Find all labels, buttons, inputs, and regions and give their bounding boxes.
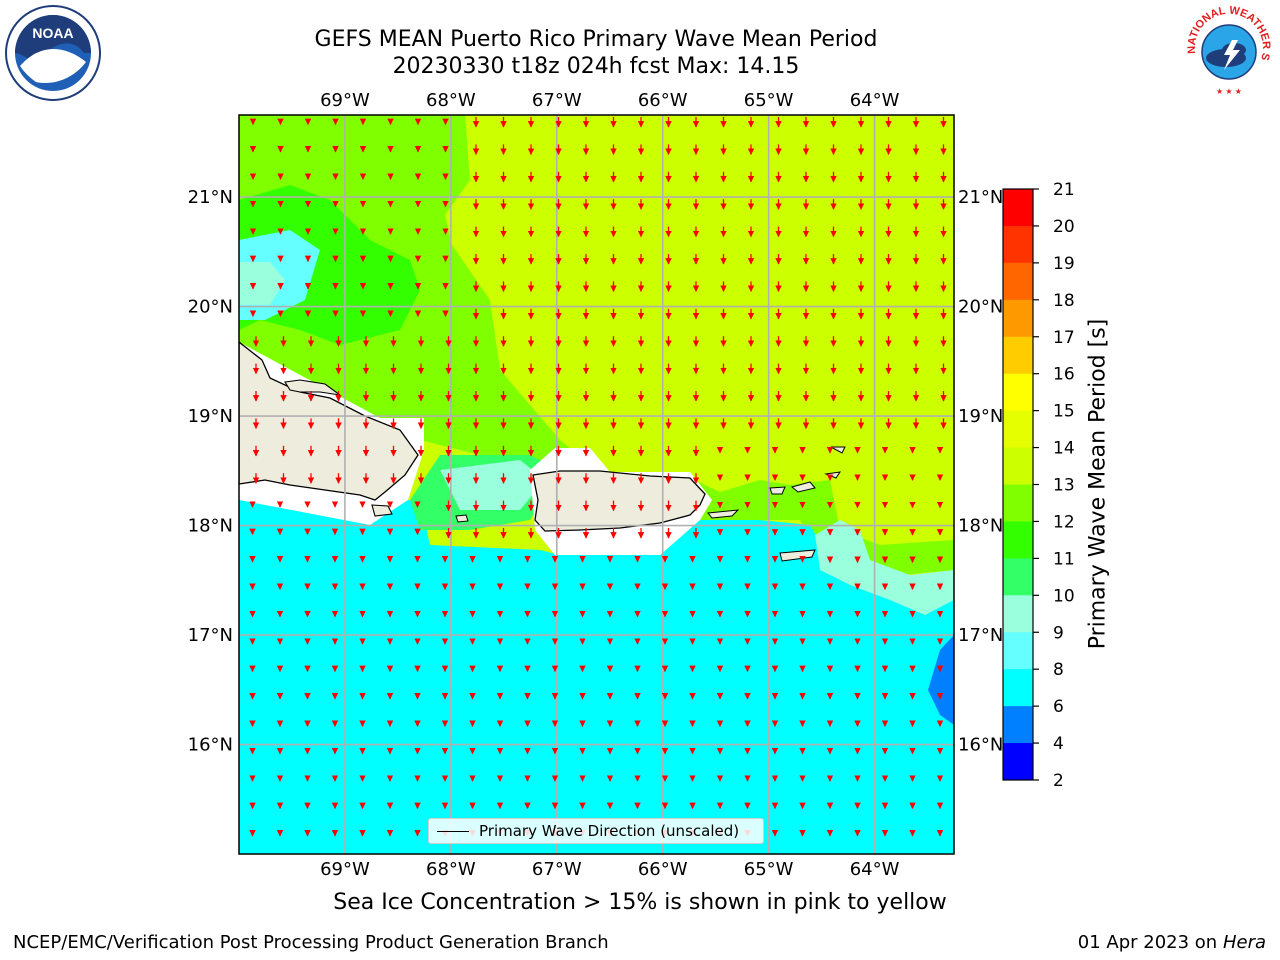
colorbar-swatch bbox=[1003, 225, 1033, 264]
lat-label-right: 20°N bbox=[958, 297, 1003, 318]
colorbar-tick-label: 20 bbox=[1053, 217, 1075, 237]
period-field-5 bbox=[928, 635, 954, 725]
lat-label-left: 16°N bbox=[188, 735, 233, 756]
footer-credit: NCEP/EMC/Verification Post Processing Pr… bbox=[13, 932, 609, 953]
lat-label-right: 19°N bbox=[958, 406, 1003, 427]
footer-date-text: 01 Apr 2023 on bbox=[1077, 932, 1223, 953]
colorbar-tick-label: 13 bbox=[1053, 476, 1075, 496]
period-field-9-nw bbox=[239, 262, 285, 305]
colorbar-swatch bbox=[1003, 447, 1033, 485]
colorbar-tick-label: 12 bbox=[1053, 512, 1075, 532]
tortuga-island bbox=[284, 379, 341, 396]
longitude-labels-bottom: 69°W 68°W 67°W 66°W 65°W 64°W bbox=[320, 859, 900, 880]
svg-text:NOAA: NOAA bbox=[32, 25, 73, 41]
lat-label-right: 16°N bbox=[958, 735, 1003, 756]
lon-label-top: 65°W bbox=[744, 90, 794, 111]
lat-label-right: 21°N bbox=[958, 187, 1003, 208]
st-croix-island bbox=[779, 549, 816, 562]
colorbar-swatch bbox=[1003, 669, 1033, 707]
anegada-island bbox=[830, 446, 846, 454]
colorbar-swatch bbox=[1003, 336, 1033, 375]
lon-label-bottom: 69°W bbox=[320, 859, 370, 880]
colorbar-tick-label: 2 bbox=[1053, 771, 1064, 791]
chart-title: GEFS MEAN Puerto Rico Primary Wave Mean … bbox=[314, 27, 878, 52]
colorbar-swatch bbox=[1003, 743, 1033, 781]
lon-label-bottom: 65°W bbox=[744, 859, 794, 880]
lon-label-top: 66°W bbox=[638, 90, 688, 111]
lat-label-left: 21°N bbox=[188, 187, 233, 208]
chart-subtitle: 20230330 t18z 024h fcst Max: 14.15 bbox=[392, 54, 800, 79]
lon-label-bottom: 64°W bbox=[850, 859, 900, 880]
map-frame bbox=[238, 114, 955, 855]
colorbar-swatch bbox=[1003, 262, 1033, 301]
colorbar-tick-label: 14 bbox=[1053, 439, 1075, 459]
legend-line-icon bbox=[437, 830, 469, 832]
longitude-labels-top: 69°W 68°W 67°W 66°W 65°W 64°W bbox=[320, 90, 900, 111]
lat-label-left: 19°N bbox=[188, 406, 233, 427]
colorbar-tick-label: 4 bbox=[1053, 734, 1064, 754]
tortola-island bbox=[790, 481, 816, 493]
colorbar-swatch bbox=[1003, 410, 1033, 449]
st-thomas-island bbox=[769, 486, 786, 495]
colorbar-swatch bbox=[1003, 373, 1033, 412]
footer-date: 01 Apr 2023 on Hera bbox=[1078, 932, 1266, 953]
colorbar-tick-label: 21 bbox=[1053, 180, 1075, 200]
footer-host: Hera bbox=[1222, 932, 1266, 953]
latitude-labels-right: 21°N 20°N 19°N 18°N 17°N 16°N bbox=[958, 187, 1003, 755]
lat-label-left: 20°N bbox=[188, 297, 233, 318]
lon-label-bottom: 66°W bbox=[638, 859, 688, 880]
colorbar-tick-label: 17 bbox=[1053, 328, 1075, 348]
period-field-10 bbox=[440, 460, 545, 510]
colorbar-swatch bbox=[1003, 521, 1033, 559]
noaa-logo-icon: NOAA bbox=[5, 5, 101, 101]
lon-label-bottom: 67°W bbox=[532, 859, 582, 880]
wave-direction-arrows bbox=[249, 117, 947, 837]
colorbar-swatch bbox=[1003, 706, 1033, 744]
period-field-9-e bbox=[815, 520, 954, 615]
colorbar-label: Primary Wave Mean Period [s] bbox=[1085, 318, 1111, 650]
colorbar-tick-label: 18 bbox=[1053, 291, 1075, 311]
colorbar-tick-label: 10 bbox=[1053, 586, 1075, 606]
colorbar-swatch bbox=[1003, 632, 1033, 670]
lon-label-bottom: 68°W bbox=[426, 859, 476, 880]
legend-label: Primary Wave Direction (unscaled) bbox=[479, 822, 740, 840]
colorbar-swatch bbox=[1003, 484, 1033, 522]
mona-island bbox=[455, 514, 469, 523]
colorbar-swatch bbox=[1003, 189, 1033, 227]
map-area bbox=[239, 115, 954, 854]
colorbar-tick-label: 16 bbox=[1053, 365, 1075, 385]
colorbar-tick-label: 15 bbox=[1053, 402, 1075, 422]
map-legend: Primary Wave Direction (unscaled) bbox=[428, 818, 764, 844]
lon-label-top: 64°W bbox=[850, 90, 900, 111]
colorbar-swatch bbox=[1003, 299, 1033, 338]
lon-label-top: 69°W bbox=[320, 90, 370, 111]
nws-logo-icon: NATIONAL WEATHER SERVICE ★ ★ ★ bbox=[1180, 0, 1275, 96]
colorbar-tick-label: 6 bbox=[1053, 697, 1064, 717]
colorbar-swatch bbox=[1003, 558, 1033, 596]
colorbar-swatch bbox=[1003, 595, 1033, 633]
colorbar-tick-label: 9 bbox=[1053, 623, 1064, 643]
map-gridlines bbox=[239, 115, 954, 854]
lon-label-top: 68°W bbox=[426, 90, 476, 111]
lat-label-left: 17°N bbox=[188, 625, 233, 646]
lon-label-top: 67°W bbox=[532, 90, 582, 111]
sea-ice-note: Sea Ice Concentration > 15% is shown in … bbox=[333, 890, 947, 915]
svg-text:★ ★ ★: ★ ★ ★ bbox=[1216, 87, 1242, 96]
lat-label-left: 18°N bbox=[188, 516, 233, 537]
colorbar-tick-label: 8 bbox=[1053, 660, 1064, 680]
lat-label-right: 17°N bbox=[958, 625, 1003, 646]
colorbar-tick-label: 11 bbox=[1053, 549, 1075, 569]
lat-label-right: 18°N bbox=[958, 516, 1003, 537]
colorbar: 21 20 19 18 17 16 15 14 13 12 11 10 9 8 6 4 2 bbox=[1002, 180, 1075, 791]
vieques-island bbox=[707, 509, 740, 519]
latitude-labels-left: 21°N 20°N 19°N 18°N 17°N 16°N bbox=[188, 187, 233, 755]
colorbar-tick-label: 19 bbox=[1053, 254, 1075, 274]
